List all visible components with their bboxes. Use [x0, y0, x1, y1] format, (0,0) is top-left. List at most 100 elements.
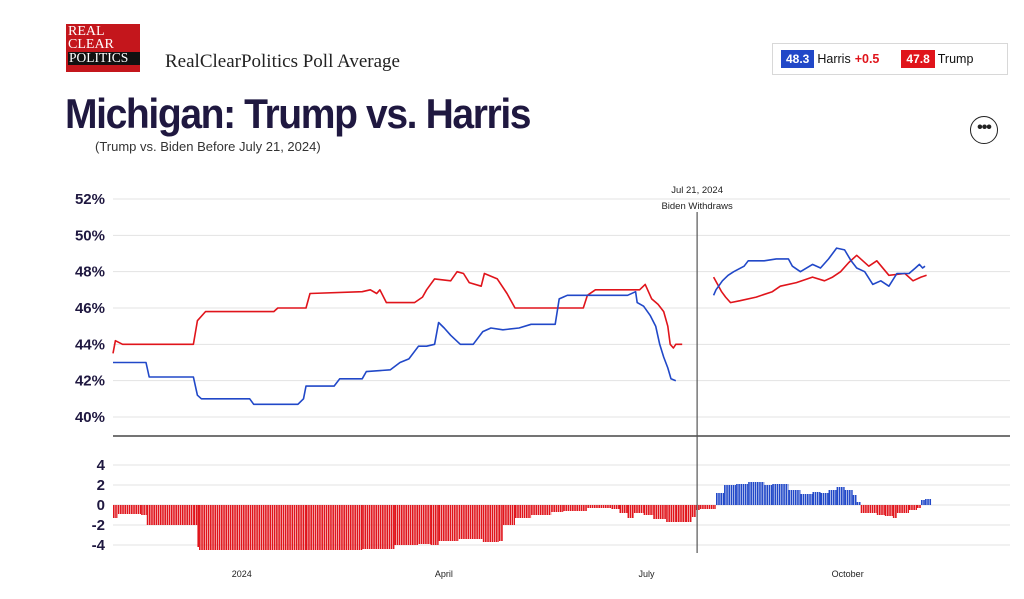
spread-bar: [742, 484, 745, 505]
spread-bar: [546, 505, 549, 515]
top-y-tick-label: 50%: [75, 227, 105, 244]
spread-bar: [927, 499, 929, 505]
spread-bar: [715, 505, 716, 509]
spread-bar: [576, 505, 579, 511]
spread-bar: [907, 505, 909, 513]
spread-bar: [454, 505, 456, 541]
spread-bar: [485, 505, 487, 542]
spread-bar: [822, 493, 825, 505]
spread-bar: [799, 490, 801, 505]
spread-bar: [338, 505, 341, 550]
spread-bar: [451, 505, 454, 541]
trump-name: Trump: [937, 52, 974, 66]
spread-bar: [851, 490, 853, 505]
spread-bar: [827, 493, 829, 505]
spread-bar: [867, 505, 869, 513]
spread-bar: [418, 505, 421, 544]
spread-bar: [670, 505, 673, 522]
spread-bar: [469, 505, 472, 539]
spread-bar: [245, 505, 247, 550]
spread-bar: [565, 505, 568, 511]
spread-bar: [175, 505, 177, 525]
spread-bar: [221, 505, 223, 550]
spread-bar: [844, 490, 847, 505]
spread-bar: [262, 505, 265, 550]
spread-bar: [390, 505, 393, 549]
spread-bar: [394, 505, 396, 545]
spread-bar: [744, 484, 747, 505]
spread-bar: [179, 505, 182, 525]
spread-bar: [396, 505, 399, 545]
spread-bar: [496, 505, 498, 542]
spread-bar: [502, 505, 505, 525]
spread-bar: [463, 505, 465, 539]
spread-bar: [604, 505, 607, 508]
spread-bar: [238, 505, 241, 550]
spread-bar: [517, 505, 519, 518]
spread-bar: [710, 505, 713, 509]
spread-bar: [122, 505, 124, 514]
spread-bar: [249, 505, 252, 550]
trump-line: [712, 254, 927, 304]
spread-bar: [447, 505, 450, 541]
spread-bar: [409, 505, 412, 545]
spread-bar: [438, 505, 441, 541]
spread-bar: [379, 505, 382, 549]
spread-bar: [280, 505, 283, 550]
spread-bar: [403, 505, 405, 545]
spread-bar: [519, 505, 521, 518]
trump-line: [112, 270, 683, 354]
spread-bar: [148, 505, 151, 525]
spread-bar: [358, 505, 361, 550]
spread-bar: [343, 505, 345, 550]
spread-bar: [640, 505, 643, 513]
spread-bar: [256, 505, 258, 550]
spread-bar: [223, 505, 225, 550]
spread-bar: [633, 505, 636, 513]
spread-bar: [820, 493, 823, 505]
spread-bar: [511, 505, 514, 525]
spread-bar: [607, 505, 609, 508]
spread-bar: [384, 505, 386, 549]
spread-bar: [151, 505, 153, 525]
spread-bar: [619, 505, 622, 513]
rcp-logo[interactable]: REAL CLEAR POLITICS: [66, 24, 140, 72]
spread-bar: [706, 505, 709, 509]
spread-bar: [526, 505, 528, 518]
spread-bar: [330, 505, 332, 550]
spread-bar: [602, 505, 605, 508]
harris-name: Harris: [817, 52, 851, 66]
x-tick-label: April: [435, 569, 453, 579]
spread-bar: [537, 505, 540, 515]
spread-bar: [271, 505, 274, 550]
spread-bar: [911, 505, 913, 510]
spread-bar: [802, 494, 805, 505]
spread-bar: [551, 505, 553, 512]
spread-bar: [860, 505, 863, 513]
spread-bar: [345, 505, 348, 550]
spread-bar: [375, 505, 378, 549]
spread-bar: [852, 495, 855, 505]
spread-bar: [193, 505, 195, 525]
spread-bar: [794, 490, 797, 505]
spread-bar: [871, 505, 874, 513]
spread-bar: [816, 492, 819, 505]
spread-bar: [685, 505, 688, 522]
spread-bar: [304, 505, 306, 550]
spread-bar: [229, 505, 232, 550]
spread-bar: [276, 505, 278, 550]
more-options-button[interactable]: •••: [970, 116, 998, 144]
spread-bar: [305, 505, 308, 550]
top-y-tick-label: 42%: [75, 373, 105, 390]
brand-title: RealClearPolitics Poll Average: [165, 51, 400, 72]
spread-bar: [429, 505, 431, 544]
spread-bar: [388, 505, 391, 549]
spread-bar: [778, 484, 781, 505]
spread-bar: [467, 505, 470, 539]
spread-bar: [407, 505, 410, 545]
spread-bar: [772, 484, 774, 505]
spread-bar: [650, 505, 652, 515]
spread-bar: [302, 505, 305, 550]
spread-bar: [626, 505, 628, 513]
spread-bar: [636, 505, 638, 513]
